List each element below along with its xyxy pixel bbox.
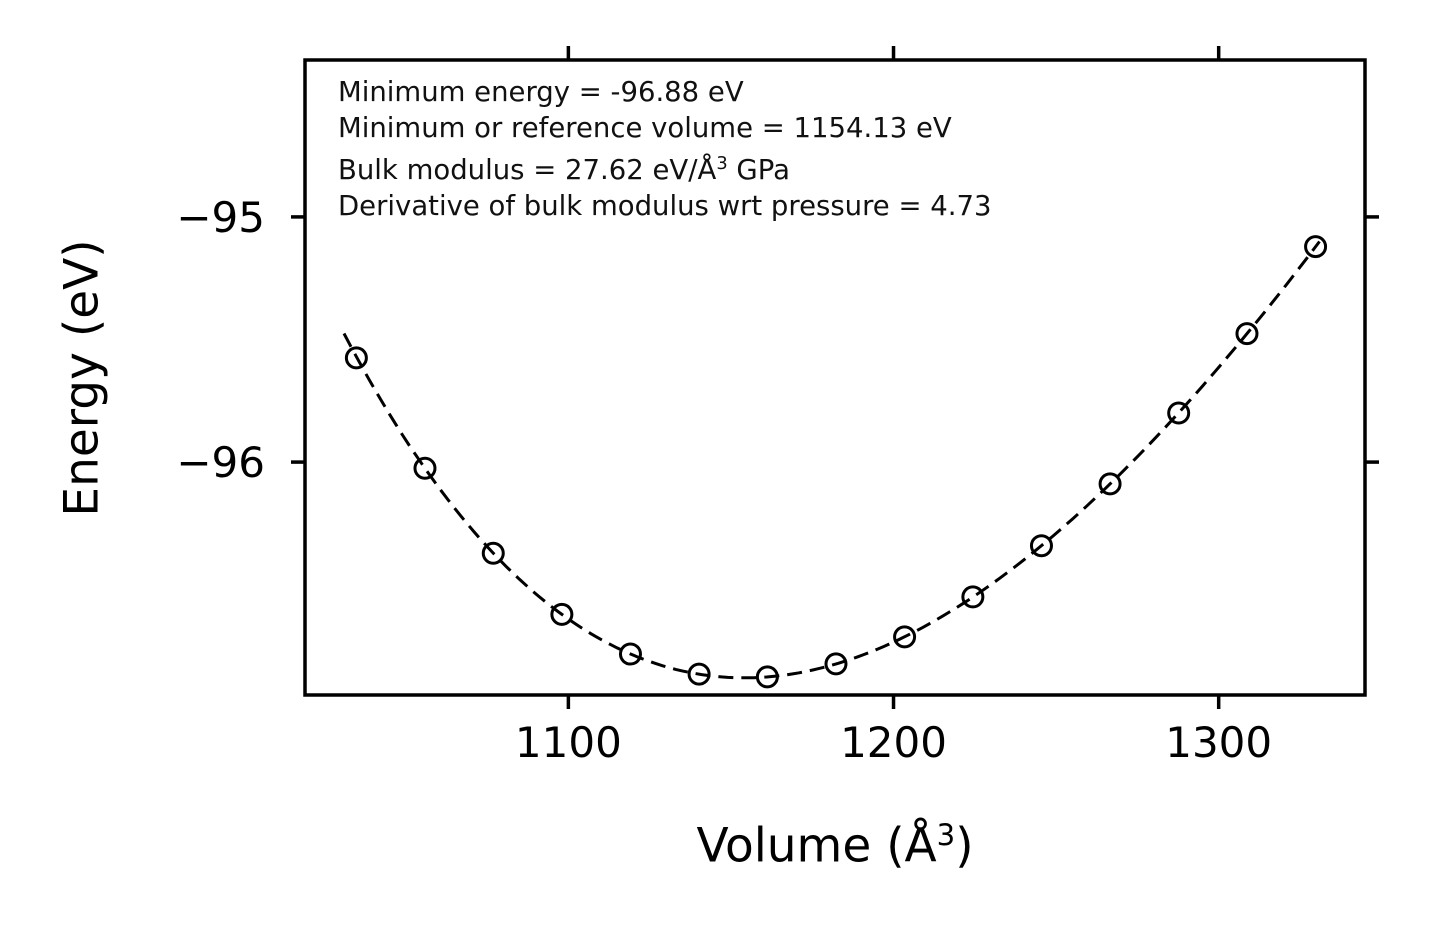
annotation-bulk-modulus: Bulk modulus = 27.62 eV/Å3 GPa [338, 146, 991, 188]
annotation-bulk-modulus-derivative: Derivative of bulk modulus wrt pressure … [338, 190, 992, 223]
fit-summary-annotation: Minimum energy = -96.88 eV Minimum or re… [338, 74, 991, 224]
data-points [344, 235, 1328, 689]
x-tick-label: 1300 [1165, 718, 1272, 767]
data-point-marker [1029, 534, 1053, 558]
data-point-marker [824, 652, 848, 676]
x-tick-label: 1200 [840, 718, 947, 767]
tick-labels: 1100 1200 1300 −95 −96 [176, 193, 1272, 767]
data-point-marker [1235, 322, 1259, 346]
data-point-marker [413, 456, 437, 480]
bulk-modulus-superscript: 3 [716, 153, 728, 174]
x-axis-label: Volume (Å3) [696, 818, 973, 874]
bulk-modulus-text: Bulk modulus = 27.62 eV/Å [338, 154, 717, 187]
data-point-marker [1304, 235, 1328, 259]
axis-ticks [291, 46, 1379, 709]
data-point-marker [893, 625, 917, 649]
data-point-marker [550, 602, 574, 626]
y-tick-label: −96 [176, 438, 265, 487]
annotation-ref-volume: Minimum or reference volume = 1154.13 eV [338, 112, 952, 144]
data-point-marker [687, 662, 711, 686]
x-axis-label-text: Volume (Å [696, 818, 937, 874]
eos-fit-curve [342, 240, 1321, 680]
x-axis-label-close: ) [955, 818, 974, 874]
data-point-marker [618, 642, 642, 666]
data-point-marker [755, 665, 779, 689]
axes-frame [303, 58, 1367, 697]
data-point-marker [961, 585, 985, 609]
data-point-marker [1167, 401, 1191, 425]
x-axis-label-superscript: 3 [936, 818, 956, 852]
x-tick-label: 1100 [515, 718, 622, 767]
y-tick-label: −95 [176, 193, 265, 242]
annotation-min-energy: Minimum energy = -96.88 eV [338, 76, 744, 108]
bulk-modulus-unit: GPa [727, 154, 790, 187]
data-point-marker [481, 541, 505, 565]
data-point-marker [344, 346, 368, 370]
data-point-marker [1098, 472, 1122, 496]
y-axis-label: Energy (eV) [54, 239, 110, 517]
